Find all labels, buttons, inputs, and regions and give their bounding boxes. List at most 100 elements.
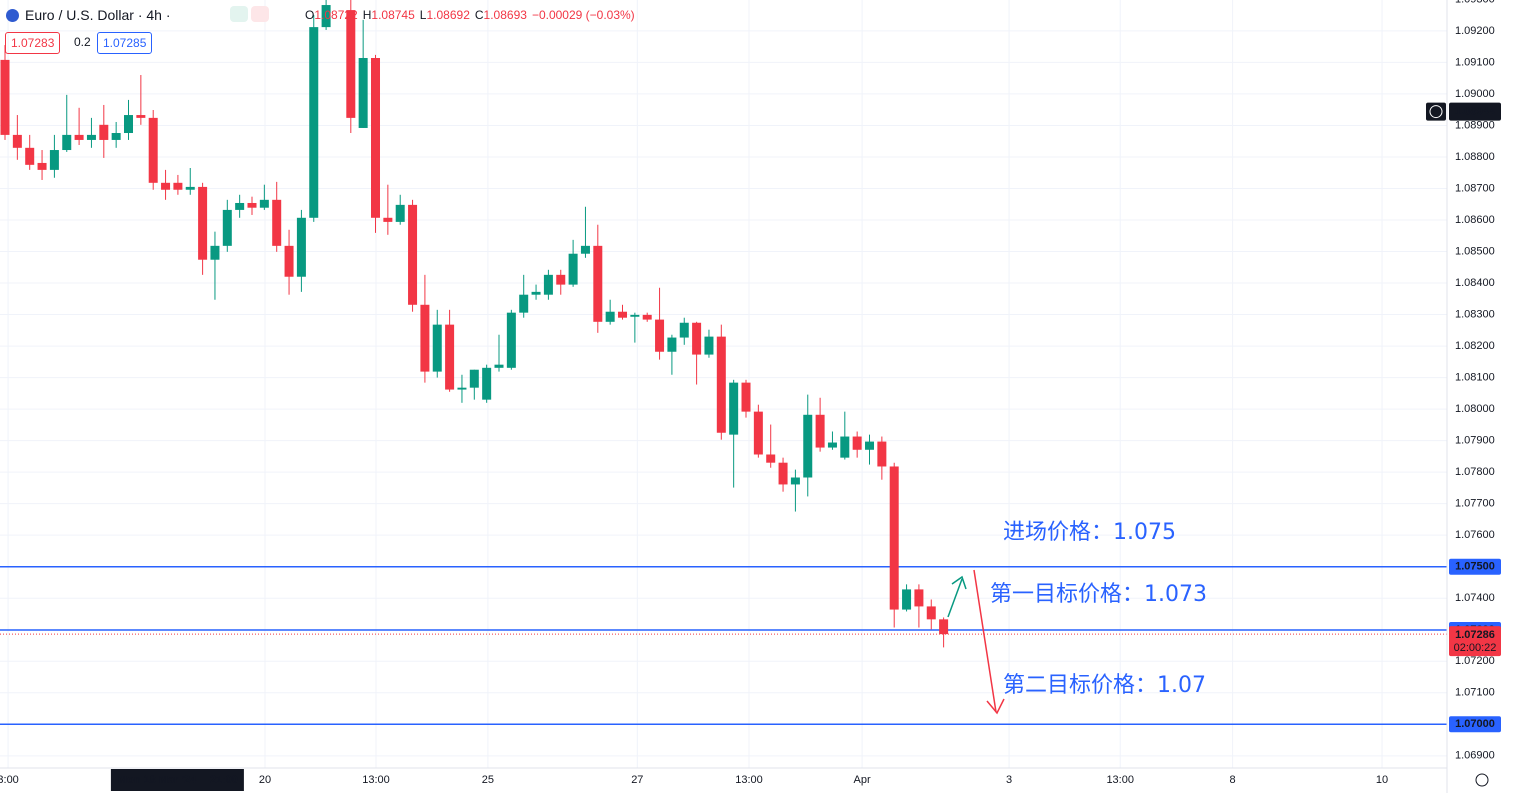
candle-body: [840, 436, 850, 458]
candle-body: [926, 606, 936, 620]
crosshair-date: Mon 18 Mar '24: [118, 774, 197, 786]
candle-body: [383, 217, 393, 222]
candle-body: [445, 324, 455, 390]
candle-body: [185, 186, 195, 190]
crosshair-time: 21:00: [210, 774, 238, 786]
y-tick-label: 1.08100: [1455, 371, 1495, 383]
last-price-label: 1.07286: [1455, 629, 1495, 641]
candle-body: [766, 454, 776, 463]
ohlc-key: C: [474, 8, 484, 22]
candle-body: [790, 477, 800, 485]
price-tag: [1449, 558, 1501, 575]
annotation: 第一目标价格：1.073: [990, 582, 1207, 607]
candles: [0, 0, 949, 648]
buy-button[interactable]: 1.07285: [97, 32, 153, 54]
candle-body: [358, 57, 368, 128]
candle-body: [272, 199, 282, 246]
candle-body: [173, 182, 183, 190]
y-tick-label: 1.07200: [1455, 655, 1495, 667]
candle-body: [506, 312, 516, 368]
countdown: 02:00:22: [1454, 642, 1497, 654]
candle-body: [704, 336, 714, 355]
y-tick-label: 1.08600: [1455, 214, 1495, 226]
candle-body: [62, 134, 72, 151]
x-tick-label: 25: [482, 774, 494, 786]
candle-body: [889, 466, 899, 610]
candle-body: [222, 209, 232, 246]
candle-body: [630, 314, 640, 317]
y-tick-label: 1.09200: [1455, 25, 1495, 37]
x-tick-label: 8: [1230, 774, 1236, 786]
candle-body: [259, 199, 269, 208]
candle-body: [618, 311, 628, 318]
y-tick-label: 1.08500: [1455, 245, 1495, 257]
candle-body: [37, 162, 47, 170]
crosshair-add-icon: [1429, 105, 1443, 119]
y-tick-label: 1.08000: [1455, 403, 1495, 415]
annotation: 进场价格：1.075: [1003, 520, 1176, 545]
candle-body: [865, 441, 875, 450]
ohlc-value: 1.08693: [483, 8, 527, 22]
candle-body: [914, 589, 924, 607]
y-tick-label: 1.07800: [1455, 466, 1495, 478]
ohlc-legend: O1.08722 H1.08745 L1.08692 C1.08693 −0.00029…: [305, 8, 640, 22]
crosshair-price: 1.08944: [1455, 105, 1496, 117]
y-tick-label: 1.09000: [1455, 88, 1495, 100]
candle-body: [556, 274, 566, 285]
ohlc-value: 1.08745: [371, 8, 415, 22]
candle-body: [667, 337, 677, 352]
candle-body: [803, 414, 813, 478]
candle-body: [12, 134, 22, 148]
candle-body: [469, 369, 479, 388]
x-tick-label: 20: [259, 774, 271, 786]
ohlc-key: L: [419, 8, 427, 22]
candle-body: [74, 134, 84, 140]
candle-body: [580, 245, 590, 254]
candle-body: [284, 245, 294, 277]
crosshair-add-button: [1426, 102, 1446, 121]
candle-body: [395, 204, 405, 222]
candle-body: [877, 441, 887, 467]
candle-body: [729, 382, 739, 435]
candle-body: [692, 322, 702, 355]
ohlc-value: 1.08722: [314, 8, 358, 22]
candle-body: [136, 115, 146, 118]
y-tick-label: 1.09100: [1455, 56, 1495, 68]
candle-body: [408, 204, 418, 305]
candle-body: [235, 202, 245, 210]
ohlc-change: −0.00029 (−0.03%): [531, 8, 635, 22]
y-tick-label: 1.08900: [1455, 119, 1495, 131]
candle-body: [605, 311, 615, 322]
settings-button[interactable]: [1475, 773, 1489, 787]
candle-body: [420, 304, 430, 372]
candle-body: [457, 387, 467, 390]
price-lines: [0, 565, 1447, 726]
candle-body: [0, 59, 10, 135]
crosshair-time-tag: [110, 769, 244, 791]
candle-body: [124, 115, 134, 134]
price-axis-bg: [1447, 0, 1513, 793]
x-tick-label: 10: [1376, 774, 1388, 786]
y-tick-label: 1.07600: [1455, 529, 1495, 541]
candle-body: [99, 124, 109, 140]
candle-body: [543, 274, 553, 295]
candle-body: [642, 314, 652, 320]
candle-body: [741, 382, 751, 412]
wave-button[interactable]: [250, 5, 269, 22]
y-tick-label: 1.08200: [1455, 340, 1495, 352]
x-tick-label: 3: [1006, 774, 1012, 786]
x-tick-label: 13:00: [362, 774, 390, 786]
candle-body: [939, 619, 949, 635]
y-tick-label: 1.07700: [1455, 498, 1495, 510]
y-tick-label: 1.08400: [1455, 277, 1495, 289]
up-arrow: [947, 578, 963, 618]
candle-body: [852, 436, 862, 450]
sell-button[interactable]: 1.07283: [5, 32, 61, 54]
eye-button[interactable]: [229, 5, 248, 22]
candle-body: [568, 253, 578, 285]
x-tick-label: 13:00: [735, 774, 763, 786]
price-tag: [1449, 716, 1501, 733]
candle-body: [296, 217, 306, 277]
